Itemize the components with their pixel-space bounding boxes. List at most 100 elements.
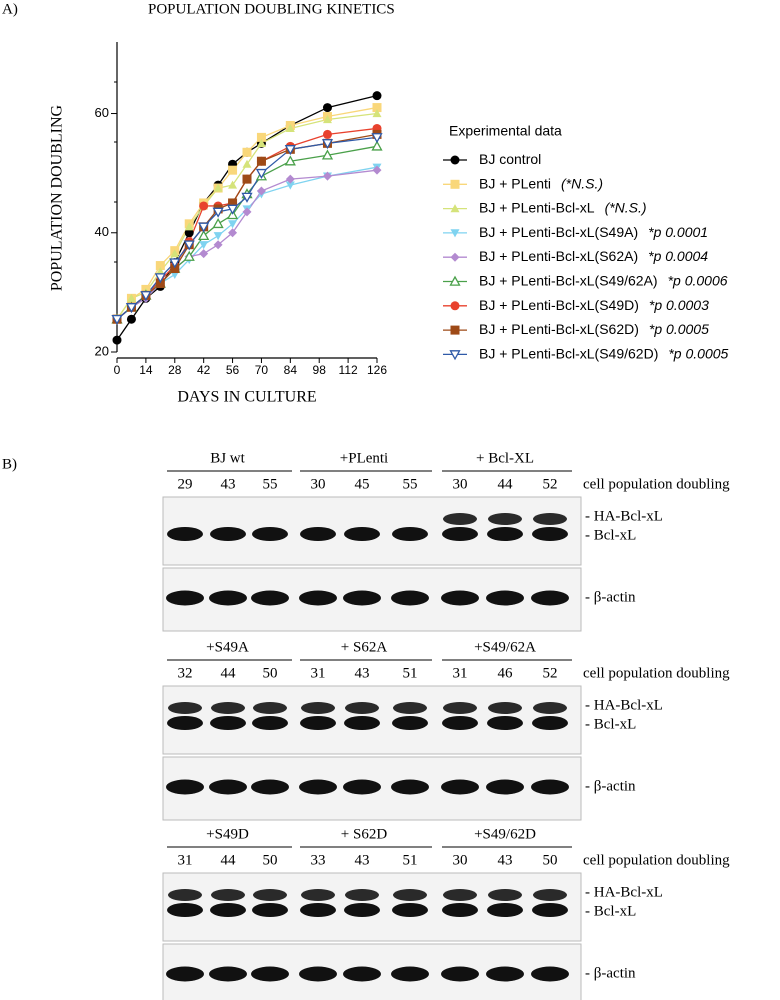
legend-pvalue: (*N.S.) (561, 175, 603, 191)
legend-label: BJ + PLenti-Bcl-xL(S49/62D) (479, 345, 658, 361)
band (442, 716, 478, 730)
point (155, 267, 165, 276)
x-tick-label: 70 (255, 363, 269, 377)
band-label: - HA-Bcl-xL (585, 697, 663, 713)
point (322, 129, 332, 139)
legend-entry: BJ + PLenti (*N.S.) (479, 175, 603, 191)
point (226, 204, 239, 215)
point (256, 132, 266, 142)
point (112, 335, 122, 345)
point (184, 222, 194, 231)
band (210, 903, 246, 917)
doubling-value: 52 (543, 476, 558, 492)
band (210, 716, 246, 730)
point (228, 220, 238, 229)
band (343, 966, 381, 982)
doubling-label: cell population doubling (583, 476, 730, 492)
legend-pvalue: *p 0.0004 (648, 248, 708, 264)
point (242, 159, 252, 168)
band (300, 527, 336, 541)
point (184, 228, 194, 238)
band-label: - β-actin (585, 778, 636, 794)
doubling-value: 33 (311, 852, 326, 868)
legend-pvalue: *p 0.0005 (649, 321, 709, 337)
point (322, 103, 332, 113)
point (198, 229, 210, 241)
point (242, 207, 252, 217)
band (531, 779, 569, 795)
band (166, 966, 204, 982)
doubling-value: 43 (355, 852, 370, 868)
point (228, 228, 238, 238)
band (167, 716, 203, 730)
point (450, 252, 460, 262)
band (393, 889, 427, 901)
band (299, 590, 337, 606)
band-label: - HA-Bcl-xL (585, 508, 663, 524)
band (443, 513, 477, 525)
legend-entry: BJ + PLenti-Bcl-xL(S62D) *p 0.0005 (479, 321, 709, 337)
band (166, 779, 204, 795)
legend-label: BJ + PLenti (479, 175, 551, 191)
doubling-value: 43 (355, 665, 370, 681)
group-name: + S62D (341, 826, 388, 842)
point (241, 192, 253, 203)
band (301, 702, 335, 714)
doubling-value: 50 (263, 665, 278, 681)
band (442, 903, 478, 917)
doubling-value: 29 (178, 476, 193, 492)
doubling-value: 31 (311, 665, 326, 681)
x-tick-label: 0 (114, 363, 121, 377)
series-line (116, 145, 378, 320)
band (488, 889, 522, 901)
doubling-value: 30 (311, 476, 326, 492)
doubling-value: 44 (498, 476, 514, 492)
band (344, 716, 380, 730)
band (343, 779, 381, 795)
point (450, 229, 460, 238)
band (300, 716, 336, 730)
legend-pvalue: (*N.S.) (605, 199, 647, 215)
point (450, 204, 460, 213)
band (392, 716, 428, 730)
point (371, 140, 383, 151)
point (372, 109, 382, 118)
band (301, 889, 335, 901)
point (170, 249, 180, 258)
x-tick-label: 98 (313, 363, 327, 377)
point (125, 303, 138, 314)
point (126, 314, 136, 324)
point (154, 273, 166, 284)
band (210, 527, 246, 541)
x-tick-label: 42 (197, 363, 211, 377)
point (256, 138, 266, 147)
point (169, 258, 181, 269)
point (449, 275, 461, 286)
band (533, 702, 567, 714)
band (252, 903, 288, 917)
legend-entry: BJ + PLenti-Bcl-xL(S49/62D) *p 0.0005 (479, 345, 729, 361)
point (322, 171, 332, 181)
band (211, 889, 245, 901)
band (299, 966, 337, 982)
band (166, 590, 204, 606)
y-tick-label: 40 (95, 224, 109, 239)
x-tick-label: 56 (226, 363, 240, 377)
band (531, 966, 569, 982)
point (111, 314, 123, 326)
legend-label: BJ + PLenti-Bcl-xL(S49A) (479, 224, 638, 240)
point (140, 291, 152, 302)
band (168, 889, 202, 901)
point (322, 115, 332, 124)
point (284, 155, 296, 166)
band (391, 779, 429, 795)
legend-entry: BJ + PLenti-Bcl-xL(S62A) *p 0.0004 (479, 248, 708, 264)
band (211, 702, 245, 714)
point (199, 249, 209, 259)
point (183, 240, 195, 251)
band (486, 779, 524, 795)
band (167, 527, 203, 541)
point (284, 145, 296, 156)
doubling-value: 51 (403, 665, 418, 681)
band (209, 590, 247, 606)
